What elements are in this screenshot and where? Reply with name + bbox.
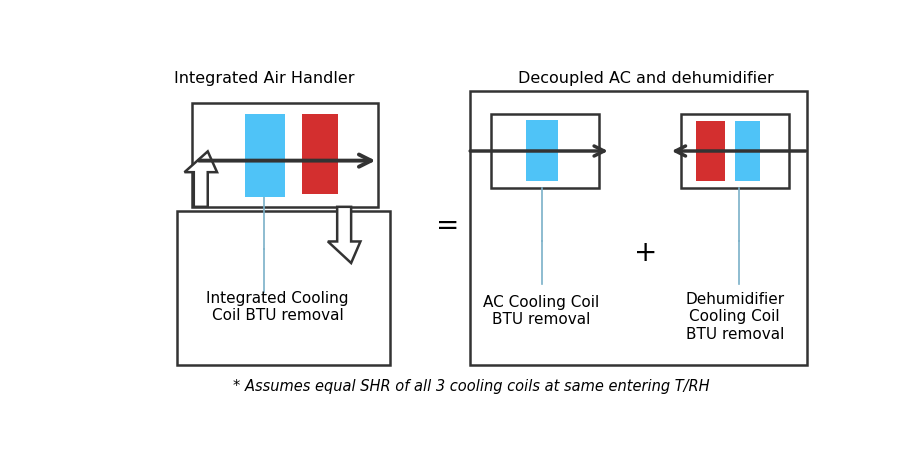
Polygon shape [185,151,217,207]
Bar [245,114,285,197]
Text: =: = [436,212,460,240]
Bar [696,121,725,181]
Text: Integrated Cooling
Coil BTU removal: Integrated Cooling Coil BTU removal [207,291,349,323]
Bar [734,121,759,181]
Polygon shape [328,207,361,263]
Bar [302,115,338,194]
Text: Dehumidifier
Cooling Coil
BTU removal: Dehumidifier Cooling Coil BTU removal [685,292,784,342]
Text: +: + [634,239,657,267]
Text: Decoupled AC and dehumidifier: Decoupled AC and dehumidifier [518,71,774,86]
Text: AC Cooling Coil
BTU removal: AC Cooling Coil BTU removal [483,294,599,327]
Bar [470,92,807,365]
Bar [177,211,390,365]
Bar [490,115,599,188]
Bar [680,115,789,188]
Bar [192,103,378,207]
Bar [525,120,558,181]
Text: Integrated Air Handler: Integrated Air Handler [174,71,354,86]
Text: * Assumes equal SHR of all 3 cooling coils at same entering T/RH: * Assumes equal SHR of all 3 cooling coi… [233,379,710,394]
